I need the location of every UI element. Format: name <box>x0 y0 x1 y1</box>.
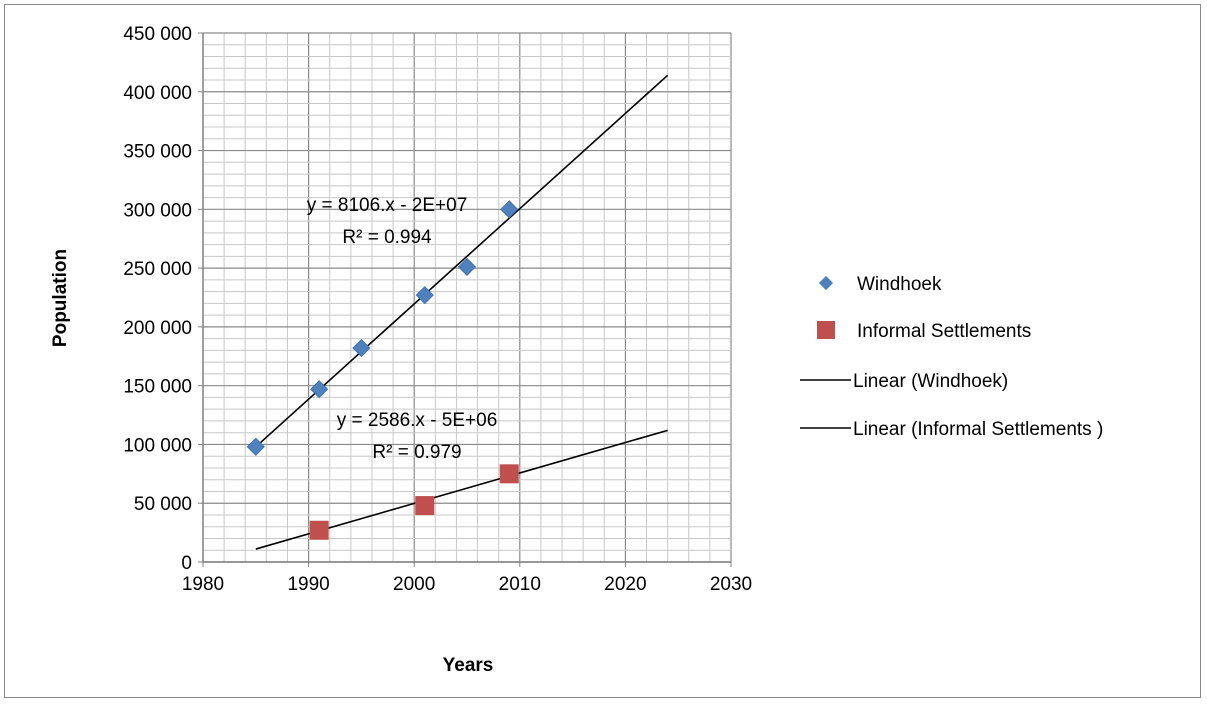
trendline-annotation-informal-settlements: y = 2586.x - 5E+06 R² = 0.979 <box>337 410 498 463</box>
x-tick-label: 2020 <box>604 574 646 595</box>
equation-label: y = 8106.x - 2E+07 <box>307 195 468 216</box>
y-tick-label: 350 000 <box>123 142 192 163</box>
legend: Windhoek Informal Settlements Linear (Wi… <box>800 274 1103 440</box>
legend-label-linear-windhoek: Linear (Windhoek) <box>853 371 1008 392</box>
y-tick-label: 450 000 <box>123 24 192 45</box>
y-tick-label: 50 000 <box>134 494 192 515</box>
gridlines <box>202 32 732 563</box>
data-point-windhoek <box>352 338 371 358</box>
data-point-windhoek <box>415 286 434 305</box>
legend-marker-informal-settlements <box>817 321 835 339</box>
r-squared-label: R² = 0.979 <box>372 442 461 463</box>
tick-labels: 1980 1990 2000 2010 2020 2030 0 50 000 100 000 15… <box>123 24 752 595</box>
x-tick-label: 1980 <box>182 574 224 595</box>
y-tick-label: 0 <box>181 553 192 574</box>
data-point-windhoek <box>310 380 329 399</box>
trendline <box>255 74 669 448</box>
y-tick-label: 150 000 <box>123 377 192 398</box>
trendline-annotation-windhoek: y = 8106.x - 2E+07 R² = 0.994 <box>307 195 468 248</box>
legend-label-linear-informal-settlements: Linear (Informal Settlements ) <box>853 419 1103 440</box>
y-tick-label: 200 000 <box>123 318 192 339</box>
x-tick-label: 2000 <box>393 574 435 595</box>
y-tick-label: 300 000 <box>123 200 192 221</box>
x-tick-label: 2030 <box>710 574 752 595</box>
y-tick-label: 100 000 <box>123 435 192 456</box>
legend-marker-windhoek <box>818 275 834 291</box>
data-markers <box>246 200 519 540</box>
data-point-windhoek <box>457 257 477 277</box>
axes <box>198 32 732 567</box>
data-point-windhoek <box>500 200 519 219</box>
equation-label: y = 2586.x - 5E+06 <box>337 410 498 431</box>
y-tick-label: 400 000 <box>123 83 192 104</box>
x-tick-label: 2010 <box>499 574 541 595</box>
y-axis-title: Population <box>50 249 71 347</box>
data-point-windhoek <box>246 437 265 456</box>
x-axis-title: Years <box>443 655 494 676</box>
r-squared-label: R² = 0.994 <box>342 227 432 248</box>
trendlines <box>255 74 669 550</box>
x-tick-label: 1990 <box>287 574 329 595</box>
legend-label-windhoek: Windhoek <box>857 274 942 295</box>
y-tick-label: 250 000 <box>123 259 192 280</box>
data-point-informal-settlements <box>499 464 519 484</box>
legend-label-informal-settlements: Informal Settlements <box>857 321 1031 342</box>
data-point-informal-settlements <box>415 496 435 516</box>
data-point-informal-settlements <box>309 520 329 540</box>
